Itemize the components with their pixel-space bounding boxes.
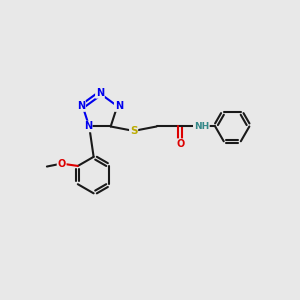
Text: O: O <box>176 139 184 149</box>
Text: O: O <box>58 159 66 169</box>
Text: S: S <box>130 126 137 136</box>
Text: N: N <box>96 88 104 98</box>
Text: N: N <box>84 122 92 131</box>
Text: N: N <box>77 101 85 111</box>
Text: N: N <box>115 101 123 111</box>
Text: NH: NH <box>194 122 209 131</box>
